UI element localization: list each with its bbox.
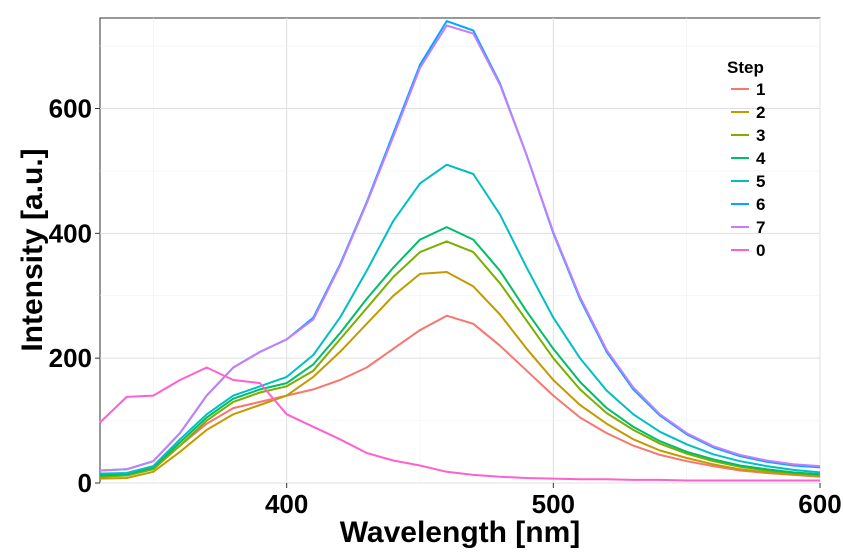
series-lines — [99, 20, 821, 482]
series-line-3 — [99, 240, 821, 478]
legend-title: Step — [727, 58, 764, 77]
y-tick-label: 200 — [49, 343, 92, 373]
series-line-1 — [100, 314, 821, 478]
x-tick-label: 400 — [265, 489, 308, 519]
legend-label-2: 2 — [756, 103, 765, 122]
series-line-7 — [99, 24, 821, 472]
legend-label-3: 3 — [756, 126, 765, 145]
y-tick-label: 400 — [49, 218, 92, 248]
x-axis-title: Wavelength [nm] — [340, 516, 581, 549]
legend: Step 1 2 3 4 5 6 7 0 — [727, 58, 766, 260]
series-line-0 — [99, 366, 820, 482]
grid — [100, 18, 821, 484]
legend-label-6: 6 — [756, 195, 765, 214]
legend-label-5: 5 — [756, 172, 765, 191]
legend-label-7: 7 — [756, 218, 765, 237]
x-tick-label: 600 — [798, 489, 841, 519]
series-line-4 — [99, 226, 821, 477]
y-tick-label: 0 — [78, 468, 92, 498]
series-line-2 — [99, 271, 821, 480]
x-axis: 400 500 600 — [265, 483, 842, 519]
legend-label-1: 1 — [756, 80, 765, 99]
legend-label-4: 4 — [756, 149, 766, 168]
x-tick-label: 500 — [532, 489, 575, 519]
y-axis-title: Intensity [a.u.] — [16, 148, 49, 351]
y-tick-label: 600 — [49, 94, 92, 124]
legend-label-0: 0 — [756, 241, 765, 260]
y-axis: 0 200 400 600 — [49, 94, 100, 498]
series-line-5 — [99, 163, 821, 475]
